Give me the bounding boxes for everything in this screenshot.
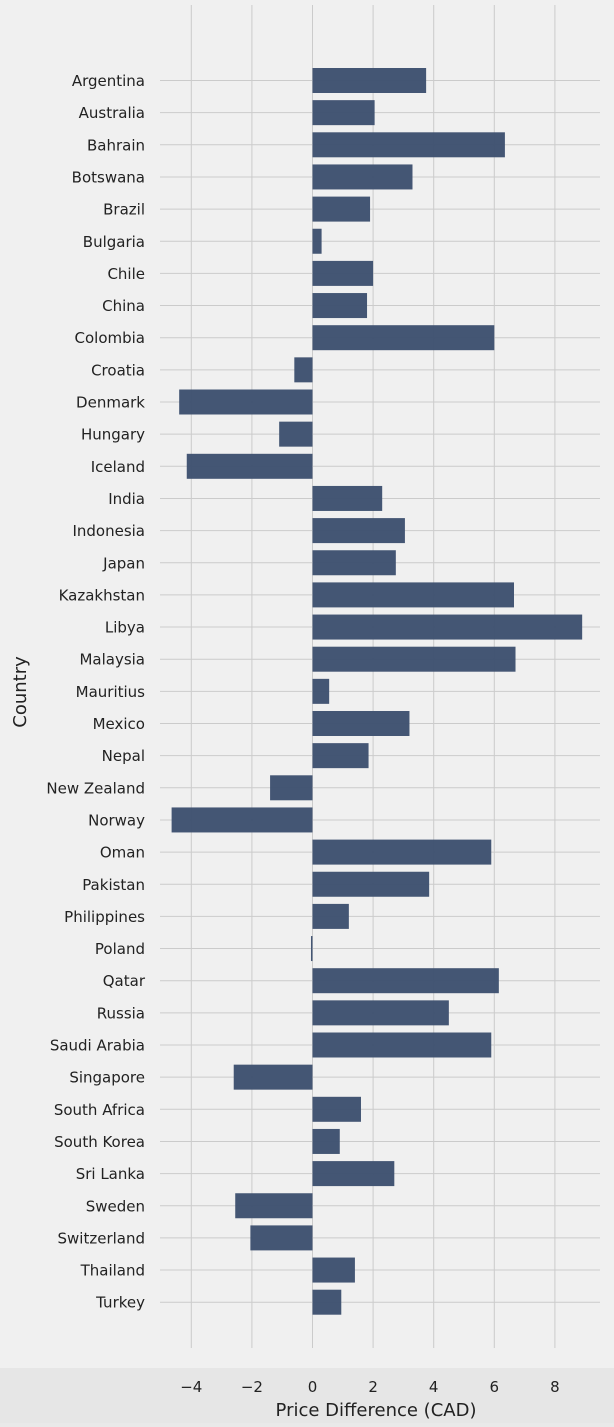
y-tick-label: Libya (105, 619, 145, 637)
footer-band (0, 1368, 614, 1423)
bar-pakistan (312, 871, 430, 897)
x-tick-label: 0 (308, 1378, 318, 1396)
bar-indonesia (312, 518, 405, 544)
bar-nepal (312, 743, 369, 769)
bar-oman (312, 839, 492, 865)
y-tick-label: Botswana (72, 168, 145, 186)
y-tick-label: Australia (79, 104, 145, 122)
bar-russia (312, 1000, 449, 1026)
bar-argentina (312, 68, 427, 93)
y-tick-label: South Korea (54, 1133, 145, 1151)
bar-botswana (312, 164, 413, 190)
y-tick-label: Malaysia (79, 651, 145, 669)
y-tick-label: Hungary (81, 426, 145, 444)
y-tick-label: Croatia (91, 361, 145, 379)
x-tick-label: −4 (180, 1378, 202, 1396)
y-tick-label: Norway (88, 811, 145, 829)
bar-india (312, 485, 383, 511)
y-tick-label: Colombia (75, 329, 146, 347)
y-tick-label: Pakistan (82, 876, 145, 894)
x-tick-label: −2 (241, 1378, 263, 1396)
bar-philippines (312, 903, 349, 929)
y-tick-label: Japan (102, 554, 145, 572)
bar-sri-lanka (312, 1161, 395, 1187)
y-tick-label: Kazakhstan (59, 586, 145, 604)
bar-bahrain (312, 132, 505, 158)
y-axis-title: Country (10, 656, 31, 728)
vertical-gridlines (190, 5, 556, 1348)
y-tick-labels: Argentina Australia Bahrain Botswana Brazil B… (46, 72, 145, 1312)
x-axis-title: Price Difference (CAD) (276, 1400, 477, 1421)
y-tick-label: Singapore (69, 1069, 145, 1087)
y-tick-label: China (102, 297, 145, 315)
bar-singapore (233, 1064, 313, 1090)
bar-thailand (312, 1257, 355, 1283)
y-tick-label: Bahrain (87, 136, 145, 154)
x-tick-label: 6 (490, 1378, 500, 1396)
y-tick-label: Poland (95, 940, 145, 958)
y-tick-label: Mexico (93, 715, 145, 733)
y-tick-label: Philippines (64, 908, 145, 926)
bar-chile (312, 260, 374, 286)
bar-qatar (312, 968, 499, 994)
y-tick-label: Indonesia (72, 522, 145, 540)
bar-australia (312, 100, 375, 126)
bar-hungary (279, 421, 313, 447)
y-tick-label: Mauritius (76, 683, 146, 701)
bar-turkey (312, 1289, 342, 1315)
x-tick-label: 4 (429, 1378, 439, 1396)
bar-south-korea (312, 1128, 340, 1154)
y-tick-label: Nepal (102, 747, 145, 765)
bar-brazil (312, 196, 371, 222)
bar-malaysia (312, 646, 516, 672)
y-tick-label: Qatar (103, 972, 146, 990)
y-tick-label: Sweden (86, 1197, 145, 1215)
bar-new-zealand (270, 775, 313, 801)
x-tick-label: 8 (550, 1378, 560, 1396)
y-tick-label: Saudi Arabia (50, 1037, 145, 1055)
bar-libya (312, 614, 583, 640)
bar-iceland (186, 453, 313, 479)
y-tick-label: Brazil (103, 201, 145, 219)
y-tick-label: Thailand (80, 1262, 145, 1280)
y-tick-label: Sri Lanka (76, 1165, 145, 1183)
bar-kazakhstan (312, 582, 514, 608)
bar-saudi-arabia (312, 1032, 492, 1058)
bar-denmark (179, 389, 313, 415)
y-tick-label: Russia (97, 1004, 145, 1022)
y-tick-label: Argentina (72, 72, 145, 90)
y-tick-label: Oman (100, 844, 145, 862)
bar-sweden (235, 1193, 313, 1219)
x-tick-labels: −4 −2 0 2 4 6 8 (180, 1378, 559, 1396)
y-tick-label: New Zealand (46, 779, 145, 797)
y-tick-label: Chile (107, 265, 145, 283)
horizontal-gridlines (160, 80, 600, 1303)
y-tick-label: Iceland (91, 458, 145, 476)
bar-china (312, 293, 368, 319)
bar-poland (310, 936, 313, 962)
bars (171, 68, 583, 1315)
bar-south-africa (312, 1096, 361, 1122)
bar-bulgaria (312, 228, 322, 254)
y-tick-label: India (108, 490, 145, 508)
y-tick-label: Bulgaria (83, 233, 145, 251)
y-tick-label: Turkey (95, 1294, 145, 1312)
bar-croatia (294, 357, 313, 383)
bar-norway (171, 807, 313, 833)
bar-switzerland (250, 1225, 313, 1251)
x-tick-label: 2 (368, 1378, 378, 1396)
bar-mauritius (312, 678, 330, 704)
y-tick-label: Switzerland (58, 1229, 146, 1247)
bar-mexico (312, 711, 410, 736)
y-tick-label: South Africa (54, 1101, 145, 1119)
y-tick-label: Denmark (76, 394, 145, 412)
bar-colombia (312, 325, 495, 351)
bar-japan (312, 550, 396, 576)
